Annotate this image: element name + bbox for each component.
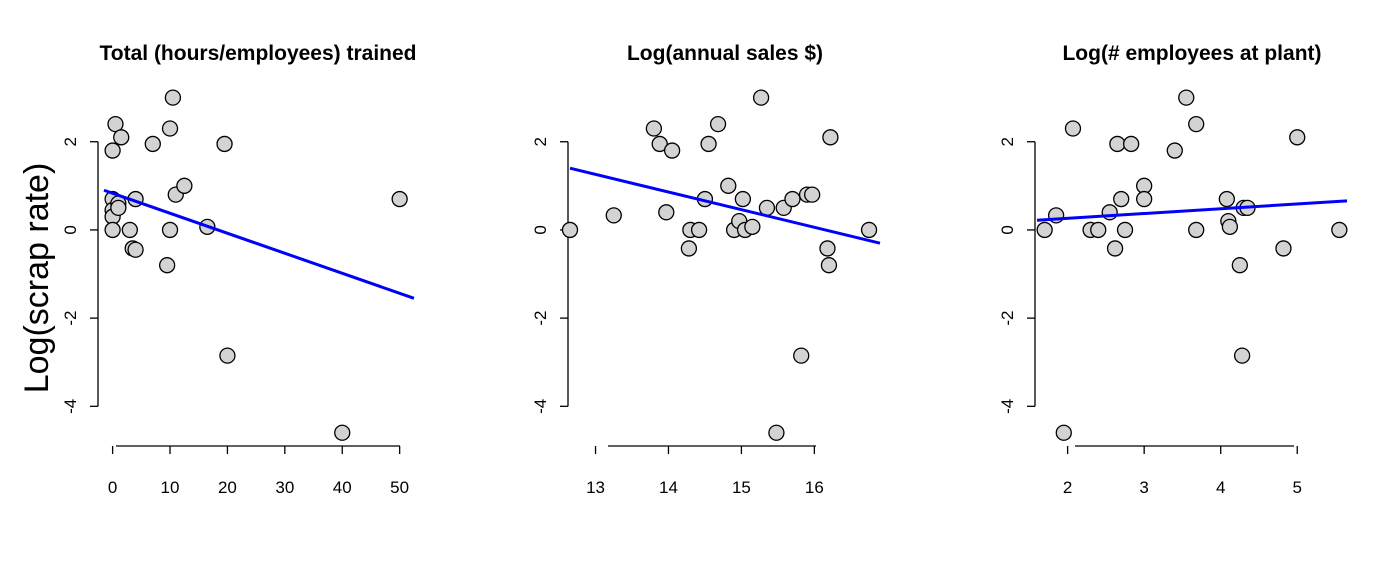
data-point <box>1064 120 1082 137</box>
data-point <box>110 199 127 217</box>
fit-line <box>569 166 881 245</box>
data-point <box>734 190 752 208</box>
data-point <box>752 89 770 106</box>
data-point <box>720 177 737 194</box>
x-tick-label: 30 <box>275 478 294 497</box>
x-tick-label: 40 <box>333 478 352 497</box>
data-point <box>1218 190 1235 208</box>
data-point <box>1113 190 1130 208</box>
data-point <box>391 190 408 208</box>
data-point <box>1101 204 1118 221</box>
data-point <box>793 347 810 364</box>
data-point <box>1109 135 1126 153</box>
x-tick-label: 15 <box>732 478 751 497</box>
y-tick-label: 0 <box>531 225 550 234</box>
data-point <box>1116 221 1134 239</box>
data-point <box>1221 218 1239 235</box>
data-point <box>1188 221 1205 239</box>
data-point <box>1331 221 1348 239</box>
y-tick-label: -4 <box>998 399 1017 414</box>
y-tick-label: 2 <box>531 137 550 146</box>
panel-3: Log(# employees at plant) -4 -2 0 2 2 3 4 5 <box>998 42 1348 497</box>
data-point <box>1055 424 1072 441</box>
x-tick-label: 13 <box>586 478 605 497</box>
data-point <box>164 89 182 106</box>
data-point <box>216 135 233 153</box>
data-point <box>104 142 121 159</box>
fit-line <box>1036 199 1348 222</box>
y-tick-label: 0 <box>61 225 80 234</box>
data-point <box>1231 257 1248 274</box>
data-point <box>690 221 708 239</box>
data-point <box>1233 347 1251 364</box>
panel-title: Log(# employees at plant) <box>1062 42 1321 65</box>
data-point <box>1036 221 1053 239</box>
data-point <box>820 257 838 274</box>
data-point <box>1090 221 1107 239</box>
x-tick-label: 4 <box>1216 478 1225 497</box>
data-point <box>658 204 675 221</box>
data-point <box>1275 240 1292 257</box>
data-point <box>1106 240 1124 257</box>
data-point <box>784 190 801 208</box>
data-point <box>1136 190 1153 208</box>
x-tick-label: 3 <box>1139 478 1148 497</box>
x-tick-label: 5 <box>1293 478 1302 497</box>
y-tick-label: 2 <box>998 137 1017 146</box>
data-point <box>700 135 717 153</box>
y-tick-label: -4 <box>531 399 550 414</box>
data-point <box>1188 115 1205 133</box>
data-point <box>121 221 138 239</box>
x-tick-label: 20 <box>218 478 237 497</box>
data-point <box>161 221 179 239</box>
fit-line <box>103 188 415 300</box>
data-point <box>113 129 130 146</box>
y-tick-label: 2 <box>61 137 80 146</box>
data-point <box>709 115 727 133</box>
x-tick-label: 10 <box>161 478 180 497</box>
data-point <box>804 186 821 203</box>
x-tick-label: 50 <box>390 478 409 497</box>
y-axis-label: Log(scrap rate) <box>18 163 56 394</box>
x-tick-label: 14 <box>659 478 678 497</box>
data-point <box>144 135 161 153</box>
panel-title: Total (hours/employees) trained <box>100 42 417 65</box>
data-point <box>1166 142 1183 159</box>
y-tick-label: -2 <box>61 311 80 326</box>
y-tick-label: -2 <box>531 311 550 326</box>
data-point <box>768 424 785 441</box>
x-tick-label: 2 <box>1063 478 1072 497</box>
data-point <box>860 221 878 239</box>
data-point <box>127 241 144 258</box>
data-point <box>819 240 836 257</box>
data-point <box>219 347 236 364</box>
data-point <box>334 424 351 441</box>
data-point <box>158 257 176 274</box>
data-point <box>561 221 579 239</box>
data-point <box>176 177 193 194</box>
data-point <box>605 207 622 224</box>
data-point <box>104 221 121 239</box>
panel-title: Log(annual sales $) <box>627 42 823 65</box>
panel-2: Log(annual sales $) -4 -2 0 2 13 14 15 16 <box>531 42 881 497</box>
y-tick-label: -4 <box>61 399 80 414</box>
y-tick-label: -2 <box>998 311 1017 326</box>
data-point <box>663 142 681 159</box>
data-point <box>1122 135 1140 153</box>
x-tick-label: 0 <box>108 478 117 497</box>
data-point <box>651 135 668 153</box>
data-point <box>161 120 179 137</box>
data-point <box>744 218 761 235</box>
x-tick-label: 16 <box>805 478 824 497</box>
y-tick-label: 0 <box>998 225 1017 234</box>
data-point <box>822 129 839 146</box>
data-point <box>1289 129 1306 146</box>
data-point <box>645 120 663 137</box>
data-point <box>680 240 698 257</box>
data-point <box>1178 89 1195 106</box>
